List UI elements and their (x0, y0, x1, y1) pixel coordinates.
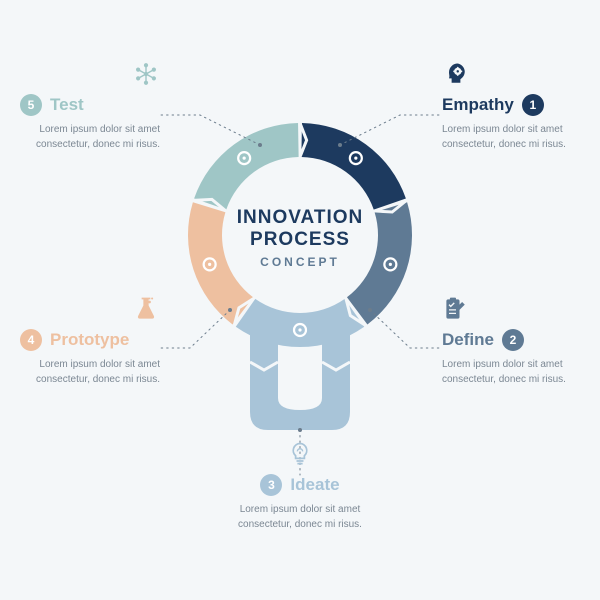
connector-line-4 (160, 310, 230, 348)
step-3-body: Lorem ipsum dolor sit amet consectetur, … (230, 502, 370, 532)
step-4: Prototype 4 Lorem ipsum dolor sit amet con… (20, 295, 160, 387)
step-1-body: Lorem ipsum dolor sit amet consectetur, … (442, 122, 582, 152)
step-5-title: Test (50, 95, 84, 115)
bulb-segment-test (194, 123, 299, 210)
bulb-segment-empathy (301, 123, 406, 210)
step-5-icon-wrap (20, 60, 160, 88)
step-3-number: 3 (260, 474, 282, 496)
step-3: 3 Ideate Lorem ipsum dolor sit amet consec… (230, 440, 370, 532)
center-title: INNOVATIONPROCESS CONCEPT (210, 207, 390, 269)
step-2-body: Lorem ipsum dolor sit amet consectetur, … (442, 357, 582, 387)
step-4-title: Prototype (50, 330, 129, 350)
step-3-title: Ideate (290, 475, 339, 495)
step-5-number: 5 (20, 94, 42, 116)
head-gear-icon (442, 60, 470, 88)
step-1-title: Empathy (442, 95, 514, 115)
step-1-number: 1 (522, 94, 544, 116)
title-subtitle: CONCEPT (210, 255, 390, 269)
step-4-body: Lorem ipsum dolor sit amet consectetur, … (20, 357, 160, 387)
molecule-icon (132, 60, 160, 88)
step-4-number: 4 (20, 329, 42, 351)
step-4-icon-wrap (20, 295, 160, 323)
step-2: Define 2 Lorem ipsum dolor sit amet consec… (442, 295, 582, 387)
step-5: Test 5 Lorem ipsum dolor sit amet consecte… (20, 60, 160, 152)
title-line1: INNOVATION (237, 207, 363, 228)
step-3-icon-wrap (230, 440, 370, 468)
flask-icon (132, 295, 160, 323)
clipboard-pen-icon (442, 295, 470, 323)
bulb-icon (286, 440, 314, 468)
step-2-title: Define (442, 330, 494, 350)
step-5-body: Lorem ipsum dolor sit amet consectetur, … (20, 122, 160, 152)
step-1-icon-wrap (442, 60, 582, 88)
title-line2: PROCESS (250, 229, 350, 250)
step-2-number: 2 (502, 329, 524, 351)
connector-line-2 (370, 310, 440, 348)
step-2-icon-wrap (442, 295, 582, 323)
step-1: Empathy 1 Lorem ipsum dolor sit amet conse… (442, 60, 582, 152)
